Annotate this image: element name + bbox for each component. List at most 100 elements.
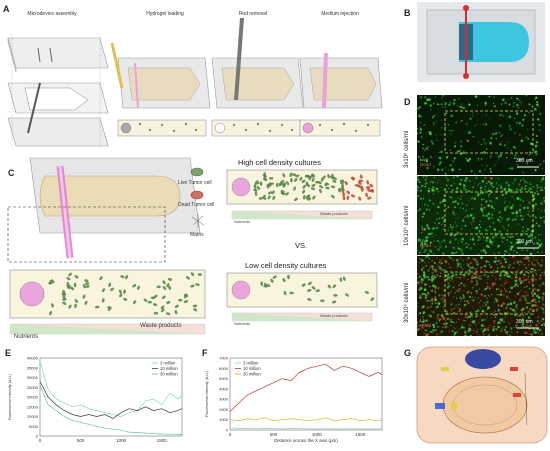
live-cell-dot: [470, 292, 473, 294]
live-cell-dot: [474, 227, 476, 230]
live-cell-dot: [530, 238, 532, 240]
live-cell-dot: [529, 187, 532, 191]
dead-cell-dot: [540, 334, 542, 336]
live-cell-dot: [426, 283, 428, 285]
live-cell-dot: [541, 318, 545, 321]
dead-cell-dot: [434, 287, 437, 290]
live-cell-dot: [469, 117, 472, 120]
dead-cell-dot: [507, 99, 509, 101]
dead-cell-dot: [527, 278, 529, 280]
live-cell-dot: [509, 241, 512, 244]
d3-live-label: Live: [420, 318, 429, 323]
live-cell-dot: [452, 200, 455, 203]
tumor-cell: [342, 195, 346, 201]
live-cell-dot: [496, 161, 498, 163]
live-cell-dot: [479, 192, 482, 195]
tumor-cell: [168, 285, 172, 290]
dead-cell-dot: [537, 316, 540, 319]
live-cell-dot: [509, 206, 513, 210]
live-cell-dot: [448, 285, 451, 288]
live-cell-dot: [513, 102, 515, 104]
d3-dead-label: Dead: [420, 323, 431, 328]
live-cell-dot: [485, 200, 488, 203]
dead-cell-dot: [464, 316, 468, 319]
live-cell-dot: [422, 323, 424, 325]
dead-cell-dot: [531, 268, 533, 270]
dead-cell-dot: [506, 334, 508, 336]
live-cell-dot: [536, 294, 539, 298]
live-cell-dot: [460, 178, 463, 181]
dead-cell-dot: [531, 261, 533, 264]
live-cell-dot: [540, 180, 543, 183]
live-cell-dot: [444, 319, 447, 322]
tumor-cell: [271, 190, 275, 195]
live-cell-dot: [509, 291, 511, 293]
live-cell-dot: [479, 235, 481, 237]
live-cell-dot: [513, 146, 515, 149]
live-cell-dot: [519, 211, 522, 213]
live-cell-dot: [451, 274, 454, 278]
dead-cell-dot: [463, 277, 465, 279]
live-cell-dot: [469, 239, 472, 241]
live-cell-dot: [472, 186, 475, 189]
live-cell-dot: [420, 135, 423, 139]
live-cell-dot: [447, 294, 450, 297]
live-cell-dot: [509, 302, 513, 305]
live-cell-dot: [427, 323, 429, 326]
live-cell-dot: [526, 324, 528, 326]
y-tick-label: 10000: [27, 414, 39, 419]
live-cell-dot: [498, 184, 500, 187]
live-cell-dot: [452, 246, 455, 249]
live-cell-dot: [471, 226, 473, 228]
live-cell-dot: [502, 241, 503, 243]
live-cell-dot: [520, 189, 522, 191]
live-cell-dot: [419, 312, 422, 315]
live-cell-dot: [537, 262, 539, 264]
live-cell-dot: [532, 186, 535, 188]
live-cell-dot: [500, 103, 503, 105]
live-cell-dot: [532, 171, 534, 173]
tumor-cell: [153, 311, 159, 315]
live-cell-dot: [539, 264, 543, 267]
live-cell-dot: [503, 144, 506, 147]
live-cell-dot: [543, 273, 545, 276]
live-cell-dot: [531, 274, 533, 276]
live-cell-dot: [499, 143, 502, 146]
dead-cell-dot: [452, 259, 455, 261]
dead-cell-dot: [484, 176, 487, 179]
dead-cell-dot: [472, 322, 475, 325]
live-cell-dot: [453, 99, 456, 102]
live-cell-dot: [516, 187, 518, 190]
live-cell-dot: [425, 294, 428, 297]
dead-cell-dot: [527, 301, 530, 305]
dead-cell-dot: [440, 134, 442, 136]
live-cell-dot: [423, 288, 427, 291]
live-cell-dot: [418, 288, 421, 292]
live-cell-dot: [464, 319, 466, 322]
live-cell-dot: [484, 123, 488, 126]
live-cell-dot: [484, 188, 487, 191]
live-cell-dot: [542, 322, 545, 325]
live-cell-dot: [517, 156, 519, 158]
tumor-cell: [330, 175, 334, 180]
live-cell-dot: [490, 216, 493, 220]
tumor-cell: [320, 299, 325, 303]
live-cell-dot: [417, 249, 419, 252]
live-cell-dot: [489, 225, 491, 228]
dead-cell-dot: [508, 330, 510, 332]
live-cell-dot: [519, 101, 521, 103]
dead-cell-dot: [528, 210, 531, 213]
tumor-cell: [270, 278, 274, 283]
live-cell-dot: [441, 330, 444, 333]
dead-cell-dot: [541, 296, 544, 299]
live-cell-dot: [482, 123, 484, 126]
live-cell-dot: [461, 324, 463, 326]
live-cell-dot: [516, 241, 520, 244]
live-cell-dot: [469, 311, 472, 313]
panel-a-label: A: [3, 4, 10, 14]
tumor-cell: [290, 178, 293, 183]
dead-cell-dot: [505, 281, 508, 283]
live-cell-dot: [417, 195, 420, 198]
dead-cell-dot: [488, 333, 491, 336]
tumor-cell: [333, 294, 338, 297]
